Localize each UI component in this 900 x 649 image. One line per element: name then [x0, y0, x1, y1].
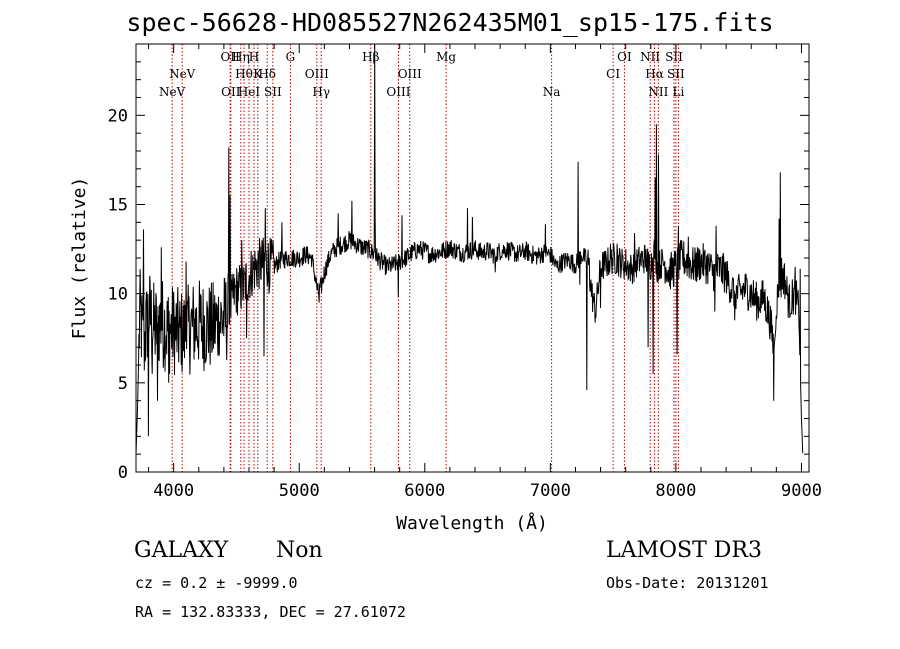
line-label-OI: OI — [617, 50, 632, 64]
line-label-SII: SII — [667, 67, 685, 81]
line-label-NeV: NeV — [159, 85, 186, 99]
x-tick-label: 5000 — [279, 481, 320, 501]
x-axis-label: Wavelength (Å) — [396, 512, 548, 534]
line-label-Hθ: Hθ — [235, 67, 253, 81]
object-subclass: Non — [276, 538, 323, 563]
x-tick-label: 6000 — [404, 481, 445, 501]
coordinates: RA = 132.83333, DEC = 27.61072 — [135, 603, 406, 621]
line-label-NII: NII — [648, 85, 668, 99]
chart-title: spec-56628-HD085527N262435M01_sp15-175.f… — [126, 8, 774, 37]
line-label-Hδ: Hδ — [258, 67, 276, 81]
line-label-NII: NII — [640, 50, 660, 64]
line-label-Hβ: Hβ — [362, 50, 379, 64]
line-label-K: K — [253, 67, 263, 81]
line-label-Li: Li — [673, 85, 685, 99]
spectral-line-labels: NeVNeVOIIOIIHηHθHeIHKHδSIIGOIIIHγHβOIIIO… — [159, 50, 685, 99]
line-label-Hα: Hα — [645, 67, 664, 81]
line-label-NeV: NeV — [169, 67, 196, 81]
line-label-HeI: HeI — [238, 85, 261, 99]
line-label-Na: Na — [543, 85, 561, 99]
x-tick-label: 8000 — [655, 481, 696, 501]
line-label-H: H — [249, 50, 259, 64]
line-label-OIII: OIII — [305, 67, 329, 81]
line-label-Mg: Mg — [436, 50, 456, 64]
y-tick-label: 0 — [118, 463, 128, 483]
x-tick-label: 9000 — [781, 481, 822, 501]
x-tick-label: 4000 — [153, 481, 194, 501]
line-label-G: G — [286, 50, 296, 64]
plot-frame — [135, 43, 810, 473]
obs-date: Obs-Date: 20131201 — [606, 574, 769, 592]
line-label-Hγ: Hγ — [312, 85, 330, 99]
survey-name: LAMOST DR3 — [606, 538, 762, 563]
y-tick-label: 20 — [108, 106, 128, 126]
line-label-Hη: Hη — [232, 50, 250, 64]
line-label-CI: CI — [606, 67, 620, 81]
y-tick-label: 10 — [108, 285, 128, 305]
line-label-SII: SII — [264, 85, 282, 99]
line-label-OII: OII — [221, 85, 241, 99]
spectrum-line — [135, 43, 804, 455]
y-tick-label: 5 — [118, 374, 128, 394]
line-label-OII: OII — [221, 50, 241, 64]
line-label-OIII: OIII — [398, 67, 422, 81]
y-axis-label: Flux (relative) — [69, 177, 90, 340]
object-class: GALAXY — [134, 538, 229, 563]
line-label-OIII: OIII — [386, 85, 410, 99]
axis-ticks: 4000 5000 6000 7000 8000 9000 0 5 10 15 20 — [108, 44, 822, 501]
redshift-line: cz = 0.2 ± -9999.0 — [135, 574, 298, 592]
y-tick-label: 15 — [108, 196, 128, 216]
x-tick-label: 7000 — [530, 481, 571, 501]
line-label-SII: SII — [665, 50, 683, 64]
